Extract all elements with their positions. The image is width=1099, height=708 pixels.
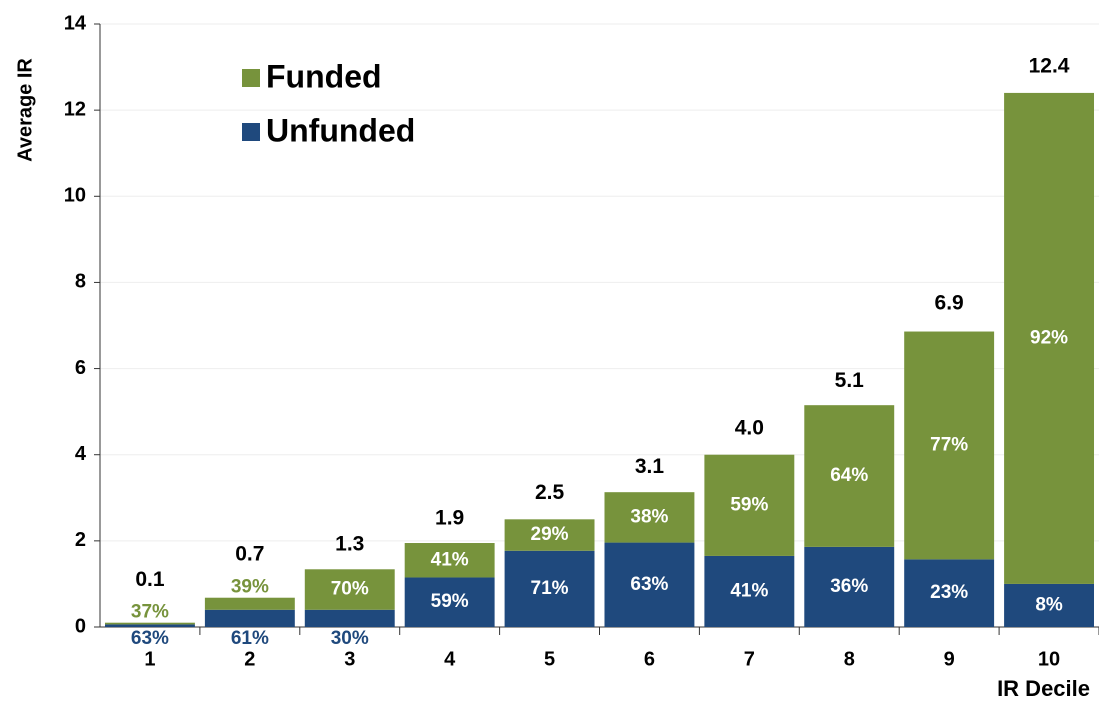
y-tick-label: 6: [75, 357, 86, 379]
y-tick-label: 12: [64, 98, 86, 120]
y-tick-label: 14: [64, 12, 87, 34]
y-tick-label: 8: [75, 271, 86, 293]
x-tick-label: 8: [844, 648, 855, 670]
share-label: 59%: [730, 494, 768, 515]
total-label: 1.3: [335, 533, 364, 556]
bar-segment: [1004, 92, 1095, 584]
total-label: 0.7: [235, 542, 264, 565]
legend-label: Unfunded: [266, 112, 415, 148]
share-label: 64%: [830, 465, 868, 486]
total-label: 0.1: [135, 568, 165, 591]
x-tick-label: 1: [144, 648, 155, 670]
bar-segment: [504, 550, 595, 627]
bar-segment: [604, 542, 695, 627]
x-tick-label: 6: [644, 648, 655, 670]
share-label: 70%: [331, 579, 369, 600]
bar-segment: [204, 597, 295, 610]
share-label: 39%: [231, 577, 269, 598]
share-label: 41%: [431, 549, 469, 570]
bar-segment: [304, 609, 395, 627]
x-tick-label: 9: [944, 648, 955, 670]
y-axis-label: Average IR: [14, 58, 36, 162]
bar-segment: [404, 577, 495, 627]
x-tick-label: 3: [344, 648, 355, 670]
bar-segment: [904, 331, 995, 560]
share-label: 8%: [1035, 594, 1063, 615]
share-label: 71%: [531, 578, 569, 599]
y-tick-label: 0: [75, 615, 86, 637]
x-axis-label: IR Decile: [997, 676, 1090, 701]
share-label: 63%: [131, 628, 169, 649]
bar-segment: [704, 555, 795, 627]
bar-segment: [804, 546, 895, 627]
total-label: 1.9: [435, 507, 464, 530]
bar-segment: [204, 609, 295, 627]
bar-segment: [804, 405, 895, 547]
y-tick-label: 4: [75, 443, 87, 465]
bar-segment: [304, 569, 395, 610]
x-tick-label: 7: [744, 648, 755, 670]
y-tick-label: 10: [64, 185, 86, 207]
bar-segment: [1004, 583, 1095, 627]
total-label: 4.0: [735, 416, 764, 439]
share-label: 23%: [930, 582, 968, 603]
bar-segment: [104, 622, 195, 625]
share-label: 30%: [331, 628, 369, 649]
bar-segment: [404, 543, 495, 578]
total-label: 6.9: [935, 291, 964, 314]
share-label: 63%: [630, 574, 668, 595]
bar-segment: [604, 492, 695, 543]
x-tick-label: 4: [444, 648, 456, 670]
share-label: 36%: [830, 576, 868, 597]
bar-segment: [904, 559, 995, 627]
total-label: 2.5: [535, 481, 565, 504]
share-label: 59%: [431, 591, 469, 612]
x-tick-label: 10: [1038, 648, 1060, 670]
share-label: 37%: [131, 602, 169, 623]
legend-swatch: [242, 123, 260, 141]
share-label: 41%: [730, 580, 768, 601]
x-tick-label: 5: [544, 648, 555, 670]
total-label: 5.1: [835, 369, 865, 392]
share-label: 61%: [231, 628, 269, 649]
legend-label: Funded: [266, 58, 382, 94]
bar-segment: [704, 454, 795, 556]
legend-swatch: [242, 69, 260, 87]
total-label: 12.4: [1029, 54, 1070, 77]
share-label: 38%: [630, 506, 668, 527]
share-label: 77%: [930, 434, 968, 455]
bar-segment: [104, 624, 195, 627]
share-label: 92%: [1030, 327, 1068, 348]
bar-segment: [504, 519, 595, 551]
share-label: 29%: [531, 524, 569, 545]
x-tick-label: 2: [244, 648, 255, 670]
y-tick-label: 2: [75, 529, 86, 551]
total-label: 3.1: [635, 455, 665, 478]
